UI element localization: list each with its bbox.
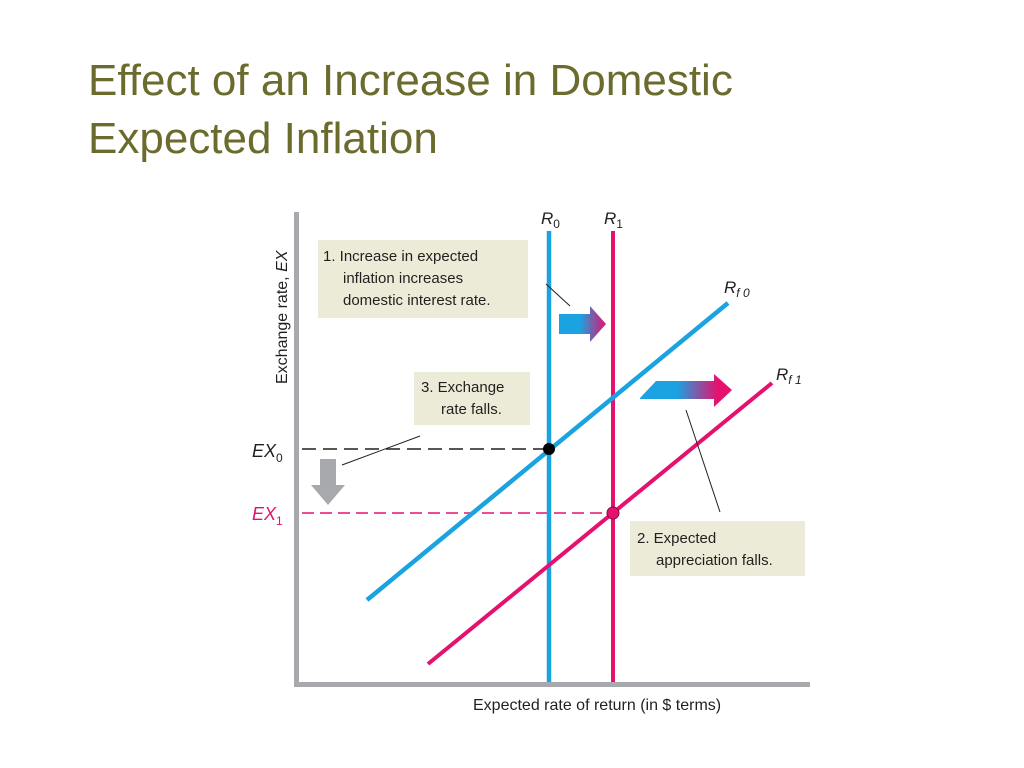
r0-label-main: R xyxy=(541,209,553,228)
equilibrium-point-1 xyxy=(543,443,555,455)
ex1-label-main: EX xyxy=(252,504,277,524)
slide-title: Effect of an Increase in Domestic Expect… xyxy=(88,52,988,168)
note-3-line-2: rate falls. xyxy=(441,401,502,418)
rf0-label-sub: f 0 xyxy=(736,286,750,300)
rf1-line xyxy=(426,381,774,666)
down-arrow-icon xyxy=(311,459,345,505)
note-3: 3. Exchange rate falls. xyxy=(414,372,530,425)
y-axis xyxy=(294,212,299,687)
x-axis xyxy=(294,682,810,687)
rf0-label-main: R xyxy=(724,278,736,297)
note-1-line-2: inflation increases xyxy=(343,270,463,287)
note-2-line-1: 2. Expected xyxy=(637,530,716,547)
note-1-leader xyxy=(545,283,571,307)
ex0-label-sub: 0 xyxy=(276,451,283,465)
note-2-leader xyxy=(685,409,721,513)
r0-label-sub: 0 xyxy=(553,217,560,231)
slide-title-line-2: Expected Inflation xyxy=(88,114,438,163)
ex1-label: EX1 xyxy=(252,504,283,528)
rf1-label-main: R xyxy=(776,365,788,384)
note-1-line-1: 1. Increase in expected xyxy=(323,248,478,265)
r1-label: R1 xyxy=(604,209,623,231)
ex1-label-sub: 1 xyxy=(276,514,283,528)
axes xyxy=(294,212,810,687)
r1-label-main: R xyxy=(604,209,616,228)
rf1-label: Rf 1 xyxy=(776,365,802,387)
y-axis-label-text: Exchange rate, xyxy=(274,272,291,384)
equilibrium-point-2 xyxy=(606,506,620,520)
note-2-box xyxy=(630,521,805,576)
note-1-line-3: domestic interest rate. xyxy=(343,292,491,309)
y-axis-label: Exchange rate, EX xyxy=(274,249,291,384)
right-arrow-large-icon xyxy=(640,374,732,407)
note-1-box xyxy=(318,240,528,318)
ex0-label: EX0 xyxy=(252,441,283,465)
note-2: 2. Expected appreciation falls. xyxy=(630,521,805,576)
y-axis-label-var: EX xyxy=(274,249,291,272)
r0-label: R0 xyxy=(541,209,560,231)
rf0-label: Rf 0 xyxy=(724,278,750,300)
ex0-label-main: EX xyxy=(252,441,277,461)
x-axis-label: Expected rate of return (in $ terms) xyxy=(473,697,721,714)
note-1: 1. Increase in expected inflation increa… xyxy=(318,240,528,318)
note-3-box xyxy=(414,372,530,425)
slide-title-line-1: Effect of an Increase in Domestic xyxy=(88,56,733,105)
note-2-line-2: appreciation falls. xyxy=(656,552,773,569)
note-3-leader xyxy=(341,435,421,466)
r1-label-sub: 1 xyxy=(616,217,623,231)
note-3-line-1: 3. Exchange xyxy=(421,379,504,396)
rf1-label-sub: f 1 xyxy=(788,373,801,387)
right-arrow-small-icon xyxy=(559,306,606,342)
